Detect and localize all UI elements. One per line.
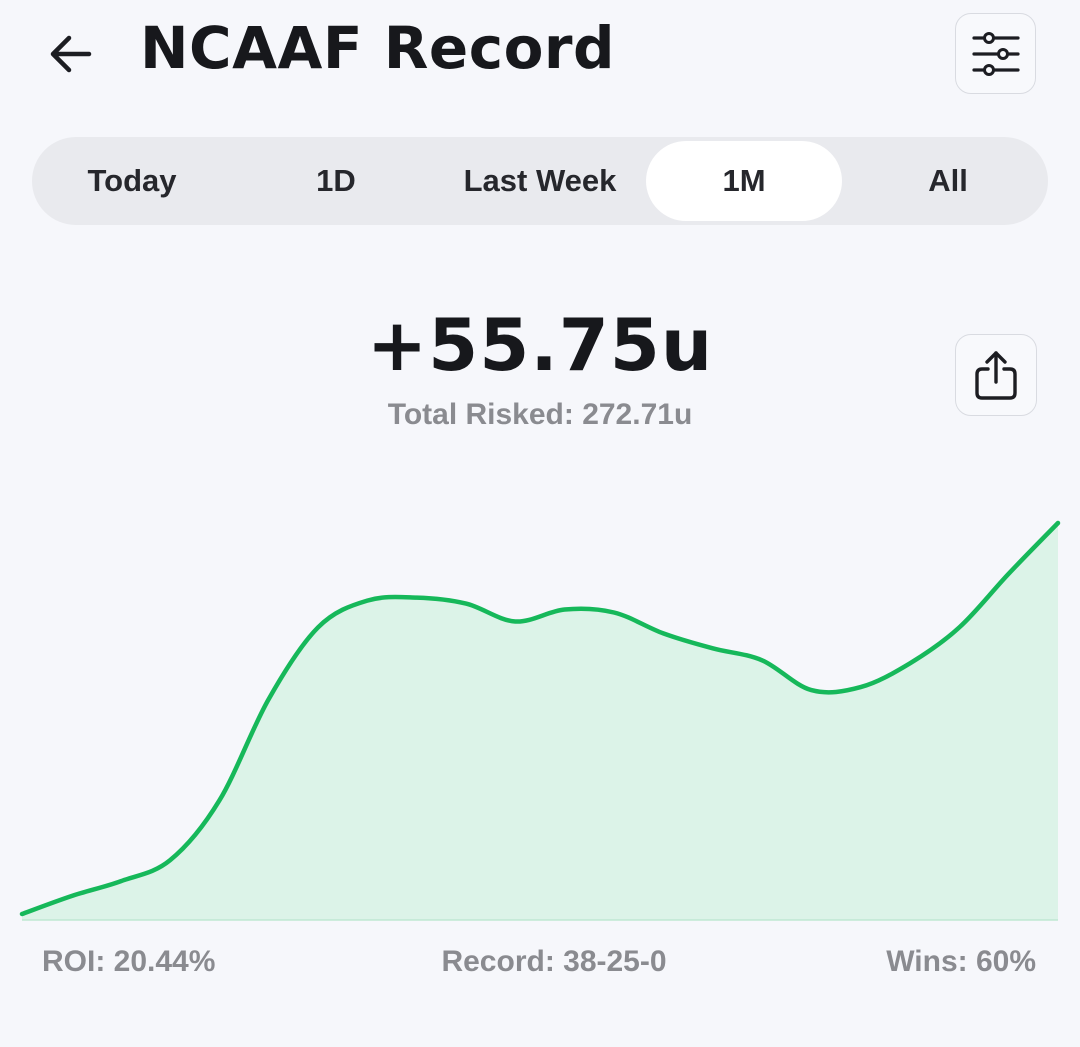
page-title: NCAAF Record [140,14,616,82]
arrow-left-icon [50,35,92,73]
filter-button[interactable] [955,13,1036,94]
tab-today[interactable]: Today [87,163,177,198]
chart-series-line [19,520,1061,917]
profit-chart [19,520,1061,921]
total-units: +55.75u [366,303,714,387]
share-button[interactable] [955,334,1037,416]
chart-area-fill [22,523,1058,920]
wins-stat: Wins: 60% [886,945,1036,978]
tab-last-week[interactable]: Last Week [463,163,617,198]
time-range-tabs: Today 1D Last Week 1M All [32,137,1048,225]
tab-1m[interactable]: 1M [646,141,842,221]
total-risked: Total Risked: 272.71u [387,398,693,431]
record-stat: Record: 38-25-0 [441,945,667,978]
roi-stat: ROI: 20.44% [42,945,216,978]
header: NCAAF Record [0,0,1080,110]
tab-1d[interactable]: 1D [316,163,356,198]
back-button[interactable] [38,22,102,86]
share-icon [975,351,1017,400]
sliders-icon [971,31,1020,76]
tab-all[interactable]: All [928,163,968,198]
